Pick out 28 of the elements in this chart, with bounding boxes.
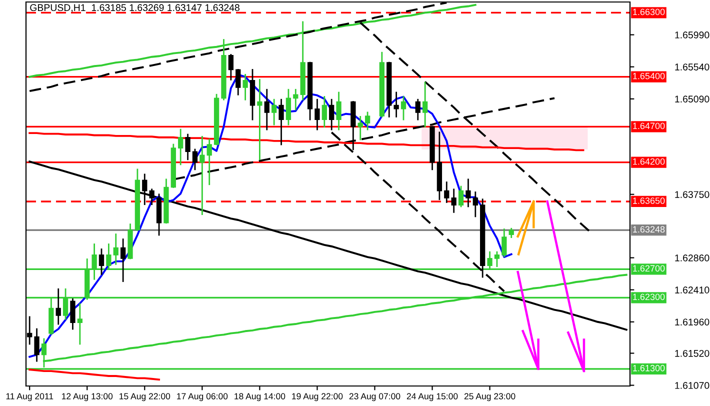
ref-line-label: 1.62700 — [633, 265, 665, 272]
x-tick-label: 24 Aug 15:00 — [406, 393, 458, 402]
y-tick-label: 1.62860 — [675, 254, 710, 262]
x-tick-label: 19 Aug 22:00 — [292, 393, 343, 402]
y-tick-label: 1.62410 — [675, 286, 710, 294]
y-tick-label: 1.65540 — [675, 64, 710, 70]
ref-line-label: 1.64200 — [633, 158, 665, 165]
y-tick-label: 1.61070 — [675, 382, 710, 389]
ref-line-label: 1.64700 — [633, 122, 665, 130]
chart-title: GBPUSD,H1 1.63185 1.63269 1.63147 1.63248 — [30, 4, 240, 12]
y-tick-label: 1.63750 — [675, 191, 710, 198]
y-tick-label: 1.65990 — [675, 32, 710, 38]
ref-line-label: 1.66300 — [633, 8, 665, 16]
y-tick-label: 1.61520 — [675, 350, 710, 357]
y-tick-label: 1.65090 — [675, 96, 710, 103]
ref-line-label: 1.65400 — [633, 72, 665, 80]
ref-line-label: 1.61300 — [633, 364, 665, 372]
x-tick-label: 18 Aug 14:00 — [234, 393, 286, 402]
x-tick-label: 11 Aug 2011 — [6, 393, 54, 402]
y-tick-label: 1.61960 — [675, 318, 710, 326]
ref-line-label: 1.63248 — [633, 226, 665, 233]
x-tick-label: 12 Aug 13:00 — [62, 393, 113, 402]
x-tick-label: 15 Aug 22:00 — [120, 393, 170, 402]
ref-line-label: 1.63650 — [633, 198, 665, 204]
x-tick-label: 17 Aug 06:00 — [177, 393, 228, 402]
x-tick-label: 23 Aug 07:00 — [349, 393, 400, 402]
x-tick-label: 25 Aug 23:00 — [464, 393, 516, 402]
ref-line-label: 1.62300 — [633, 294, 665, 300]
